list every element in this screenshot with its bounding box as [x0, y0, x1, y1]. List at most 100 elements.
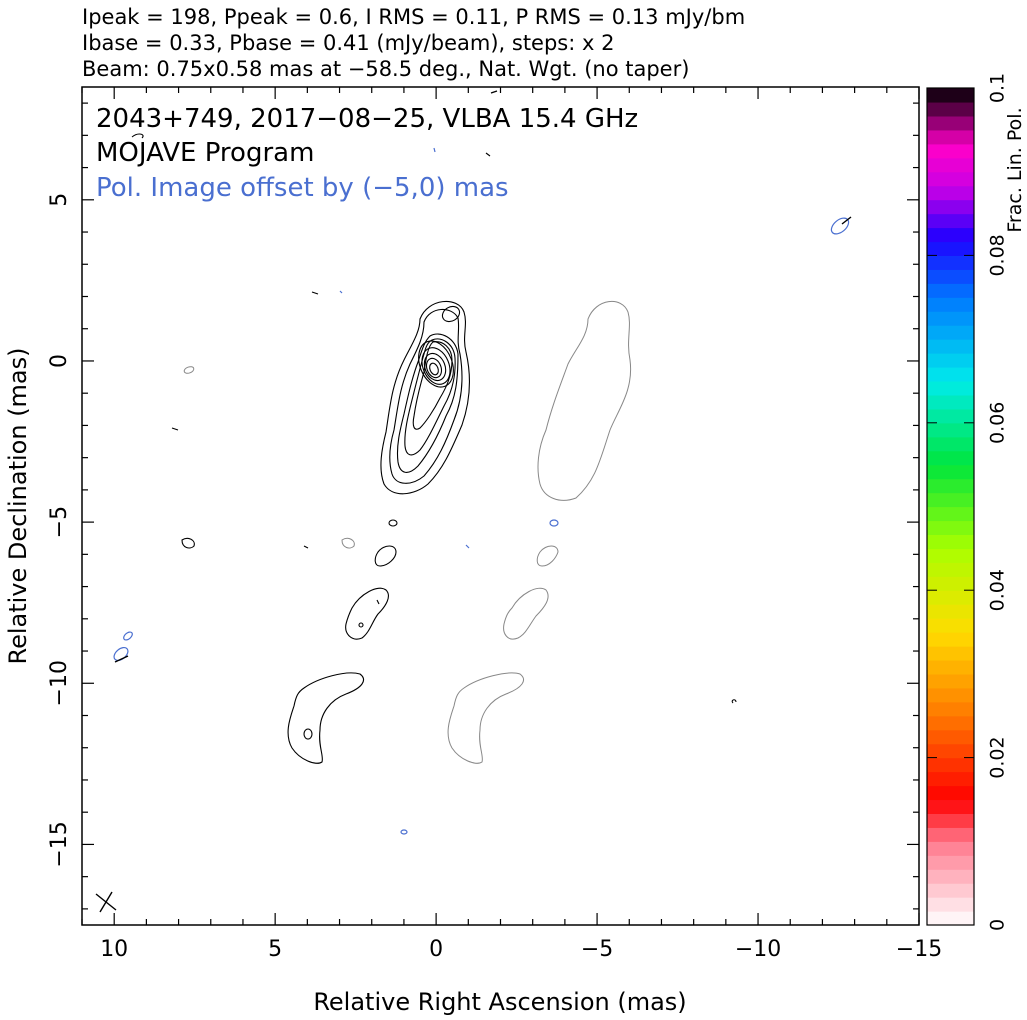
blob-farleft [171, 427, 179, 431]
colorbar-band [927, 743, 974, 759]
colorbar-band [927, 701, 974, 717]
colorbar-band [927, 799, 974, 814]
colorbar-band [927, 757, 974, 773]
colorbar-band [927, 283, 974, 298]
contour-outer [380, 300, 470, 495]
evpa-tick-3 [490, 90, 498, 94]
colorbar-band [927, 534, 974, 549]
contour-level-4 [404, 338, 456, 456]
pol-ticks-black [114, 90, 852, 663]
colorbar-band [927, 394, 974, 410]
colorbar-band [927, 659, 974, 675]
colorbar-band [927, 422, 974, 438]
x-tick-label: 10 [100, 937, 128, 962]
blob-mid [303, 545, 309, 549]
pol-blob-left-low-2 [123, 631, 133, 641]
pol-blob-small-1 [465, 544, 470, 549]
contour-level-10 [429, 362, 439, 376]
stokes-i-contours [131, 133, 737, 764]
y-tick-label: −10 [47, 660, 72, 706]
colorbar-band [927, 883, 974, 898]
evpa-tick-1 [841, 216, 852, 225]
knot-a [388, 519, 398, 527]
pol-blob-small-2 [433, 147, 436, 153]
pol-main [537, 300, 632, 501]
colorbar-band [927, 325, 974, 340]
colorbar-band [927, 408, 974, 424]
colorbar-tick-label: 0.1 [987, 73, 1009, 103]
contour-level-3 [396, 333, 459, 473]
colorbar-band [927, 478, 974, 494]
contour-level-7 [421, 347, 451, 385]
colorbar-band [927, 269, 974, 284]
colorbar-label: Frac. Lin. Pol. [1004, 107, 1026, 232]
y-tick-label: 5 [47, 193, 72, 207]
program-name: MOJAVE Program [96, 138, 314, 168]
colorbar-band [927, 143, 974, 159]
colorbar-band [927, 88, 974, 103]
header-line-2: Ibase = 0.33, Pbase = 0.41 (mJy/beam), s… [82, 31, 614, 55]
colorbar-band [927, 897, 974, 912]
colorbar-band [927, 813, 974, 828]
colorbar-band [927, 436, 974, 452]
outer-lobe [287, 672, 364, 764]
colorbar-band [927, 687, 974, 703]
blob-right [731, 699, 737, 704]
pol-blob-small-3 [339, 290, 343, 294]
colorbar-band [927, 632, 974, 647]
colorbar-band [927, 157, 974, 173]
colorbar-band [927, 576, 974, 591]
colorbar-band [927, 101, 974, 117]
colorbar-band [927, 548, 974, 563]
colorbar-frame [926, 87, 975, 926]
colorbar-tick-label: 0 [987, 919, 1009, 931]
y-tick-label: −5 [47, 506, 72, 538]
colorbar [927, 88, 974, 926]
colorbar-band [927, 492, 974, 508]
pol-lobe [447, 672, 524, 764]
colorbar-band [927, 353, 974, 368]
x-tick-label: 0 [429, 937, 443, 962]
colorbar-band [927, 771, 974, 787]
pol-offset-contours [183, 300, 632, 764]
colorbar-ticks: 0 0.02 0.04 0.06 0.08 0.1 [927, 73, 1009, 931]
colorbar-band [927, 129, 974, 145]
colorbar-band [927, 604, 974, 619]
knot-c [345, 587, 389, 640]
colorbar-band [927, 841, 974, 856]
colorbar-tick-label: 0.02 [987, 736, 1009, 778]
colorbar-band [927, 464, 974, 480]
x-tick-label: 5 [268, 937, 282, 962]
colorbar-band [927, 590, 974, 605]
y-tick-label: −15 [47, 821, 72, 867]
colorbar-band [927, 520, 974, 535]
colorbar-band [927, 869, 974, 884]
colorbar-band [927, 450, 974, 466]
x-tick-label: −5 [581, 937, 613, 962]
colorbar-band [927, 241, 974, 256]
pol-offset-note: Pol. Image offset by (−5,0) mas [96, 173, 509, 203]
colorbar-band [927, 380, 974, 396]
colorbar-band [927, 855, 974, 870]
outer-lobe-inner [303, 728, 313, 740]
contour-level-9 [425, 357, 443, 379]
blob-upperright [485, 152, 491, 157]
colorbar-band [927, 785, 974, 801]
colorbar-band [927, 729, 974, 745]
colorbar-band [927, 311, 974, 326]
beam-marker [95, 891, 117, 913]
colorbar-band [927, 911, 974, 926]
colorbar-tick-label: 0.08 [987, 234, 1009, 276]
colorbar-band [927, 213, 974, 229]
colorbar-band [927, 115, 974, 131]
y-tick-label: 0 [47, 354, 72, 368]
pol-blob-mid [549, 519, 559, 527]
colorbar-band [927, 506, 974, 522]
contour-level-2 [389, 308, 463, 484]
colorbar-band [927, 339, 974, 354]
colorbar-band [927, 618, 974, 633]
source-title: 2043+749, 2017−08−25, VLBA 15.4 GHz [96, 104, 638, 134]
colorbar-band [927, 646, 974, 661]
upper-knot-inner [441, 305, 461, 323]
pol-blob-left [341, 537, 355, 549]
